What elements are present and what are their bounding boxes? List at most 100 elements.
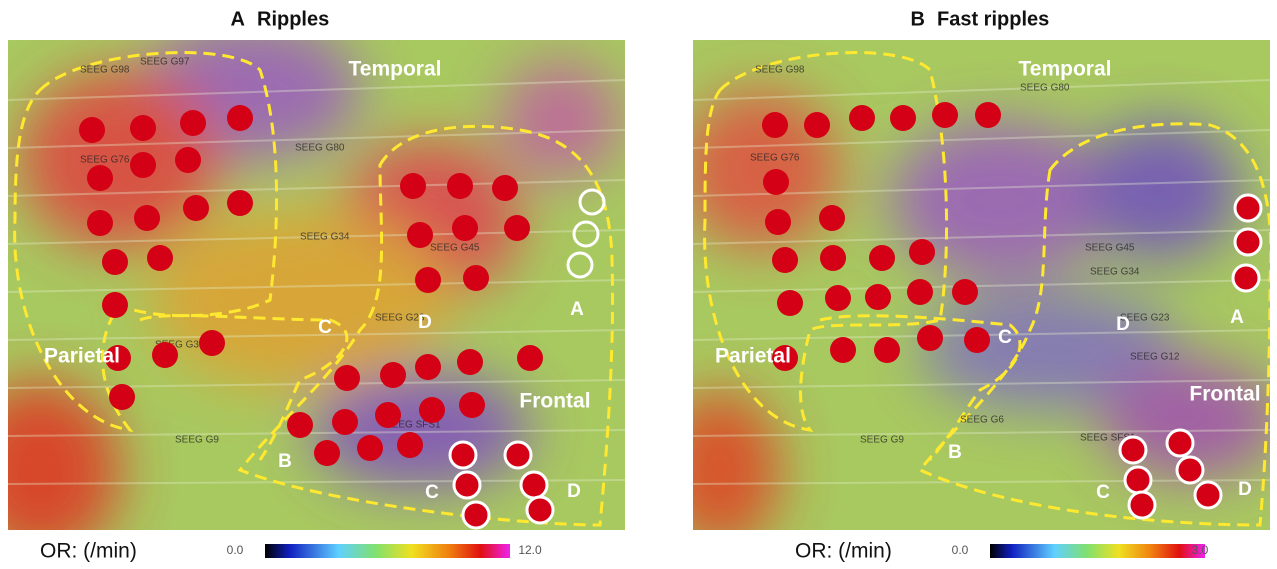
electrode-label: SEEG G98	[755, 65, 805, 76]
electrode-row	[693, 129, 1270, 149]
electrode-dot	[504, 215, 530, 241]
electrode-label: SEEG G31	[155, 340, 205, 351]
electrode-label: SEEG G80	[1020, 83, 1070, 94]
colorbar-min: 0.0	[227, 543, 244, 557]
electrode-label: SEEG G80	[295, 143, 345, 154]
electrode-dot	[819, 205, 845, 231]
region-label: Parietal	[715, 345, 791, 368]
heatmap	[693, 90, 1270, 530]
electrode-row	[693, 279, 1270, 293]
electrode-row	[8, 379, 625, 389]
electrode-dot-ringed	[1231, 263, 1261, 293]
heat-blob	[8, 380, 120, 530]
electrode-dot	[517, 345, 543, 371]
region-outline	[819, 314, 1022, 461]
electrode-ring	[566, 251, 594, 279]
heat-blob	[500, 60, 620, 180]
brain-image: SEEG G98 SEEG G80 SEEG G76 SEEG G45 SEEG G34…	[693, 40, 1270, 530]
electrode-dot	[199, 330, 225, 356]
electrode-dot	[102, 249, 128, 275]
electrode-row	[693, 379, 1270, 389]
electrode-label: SEEG SFS1	[385, 420, 441, 431]
area-label: C	[998, 327, 1012, 348]
heat-blob	[20, 70, 220, 250]
electrode-dot	[130, 152, 156, 178]
electrode-dot	[447, 173, 473, 199]
area-label: A	[570, 299, 584, 320]
electrode-dot-ringed	[461, 500, 491, 530]
electrode-dot	[907, 279, 933, 305]
electrode-label: SEEG G9	[860, 435, 904, 446]
electrode-dot-ringed	[1193, 480, 1223, 510]
electrode-dot	[849, 105, 875, 131]
region-label: Parietal	[44, 345, 120, 368]
area-label: D	[567, 481, 581, 502]
electrode-dot	[227, 190, 253, 216]
electrode-dot	[130, 115, 156, 141]
region-outline	[917, 122, 1270, 527]
heat-blob	[920, 290, 1180, 410]
electrode-row	[8, 129, 625, 149]
electrode-dot-ringed	[1118, 435, 1148, 465]
area-label: C	[1096, 482, 1110, 503]
electrode-dot-ringed	[1127, 490, 1157, 520]
electrode-dot	[380, 362, 406, 388]
electrode-dot	[765, 209, 791, 235]
area-label: B	[948, 442, 962, 463]
heat-blob	[1080, 120, 1240, 260]
electrode-row	[8, 329, 625, 341]
electrode-dot	[964, 327, 990, 353]
area-label: C	[425, 482, 439, 503]
electrode-label: SEEG G12	[1130, 352, 1180, 363]
electrode-label: SEEG G6	[960, 415, 1004, 426]
electrode-dot	[109, 384, 135, 410]
panel-title: Ripples	[257, 8, 329, 30]
electrode-dot	[175, 147, 201, 173]
electrode-dot	[890, 105, 916, 131]
electrode-dot-ringed	[1233, 193, 1263, 223]
electrode-dot	[397, 432, 423, 458]
panel-title: Fast ripples	[937, 8, 1049, 30]
electrode-dot	[777, 290, 803, 316]
region-label: Frontal	[1189, 383, 1260, 406]
region-outline	[703, 51, 949, 433]
electrode-row	[693, 179, 1270, 197]
region-outline	[139, 314, 349, 461]
area-label: D	[418, 312, 432, 333]
electrode-dot-ringed	[1233, 227, 1263, 257]
area-label: D	[1116, 314, 1130, 335]
region-label: Frontal	[519, 390, 590, 413]
electrode-dot	[762, 112, 788, 138]
electrode-label: SEEG G23	[1120, 313, 1170, 324]
electrode-dot	[917, 325, 943, 351]
electrode-dot	[332, 409, 358, 435]
heat-blob	[150, 210, 450, 390]
electrode-row	[693, 79, 1270, 101]
colorbar	[265, 544, 510, 558]
region-label: Temporal	[349, 58, 442, 81]
electrode-dot	[415, 354, 441, 380]
electrode-dot	[400, 173, 426, 199]
electrode-row	[693, 229, 1270, 245]
electrode-dot-ringed	[1123, 465, 1153, 495]
electrode-dot	[180, 110, 206, 136]
brain-image: SEEG G98 SEEG G97 SEEG G80 SEEG G76 SEEG G45…	[8, 40, 625, 530]
electrode-label: SEEG G9	[175, 435, 219, 446]
colorbar-label: OR: (/min)	[40, 540, 137, 563]
electrode-dot	[772, 345, 798, 371]
electrode-dot-ringed	[452, 470, 482, 500]
electrode-dot	[105, 345, 131, 371]
electrode-dot	[909, 239, 935, 265]
electrode-label: SEEG G45	[1085, 243, 1135, 254]
electrode-label: SEEG G76	[750, 153, 800, 164]
electrode-dot	[975, 102, 1001, 128]
electrode-dot	[865, 284, 891, 310]
area-label: D	[1238, 479, 1252, 500]
colorbar-label: OR: (/min)	[795, 540, 892, 563]
electrode-label: SEEG G23	[375, 313, 425, 324]
electrode-row	[693, 479, 1270, 485]
electrode-row	[8, 79, 625, 101]
electrode-dot	[287, 412, 313, 438]
electrode-dot	[415, 267, 441, 293]
